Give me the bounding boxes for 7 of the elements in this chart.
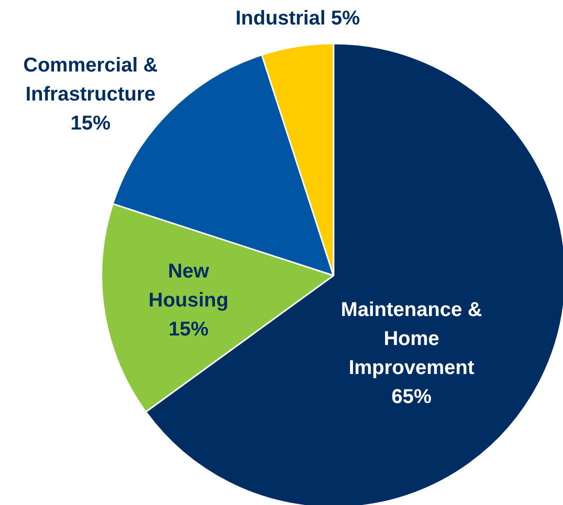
slice-label: New Housing bbox=[148, 260, 229, 312]
data-label: 65% bbox=[391, 386, 432, 408]
slice-label: Industrial 5% bbox=[235, 8, 360, 30]
data-label: 15% bbox=[168, 318, 209, 340]
slice-label: Commercial & Infrastructure bbox=[23, 54, 158, 106]
slice-label: Maintenance & Home Improvement bbox=[340, 299, 482, 379]
data-label: 15% bbox=[70, 112, 111, 134]
